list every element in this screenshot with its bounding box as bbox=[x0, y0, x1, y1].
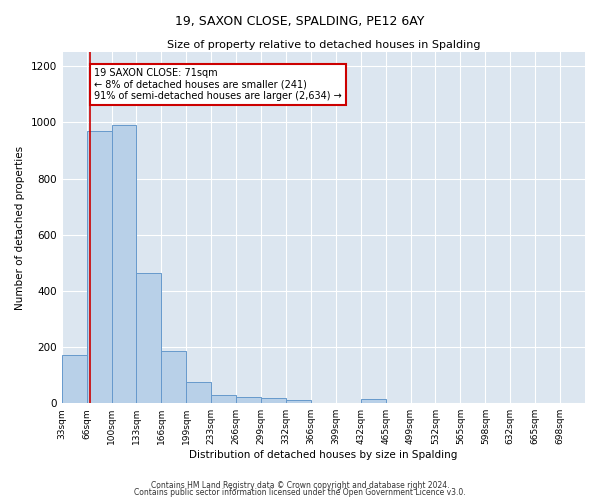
X-axis label: Distribution of detached houses by size in Spalding: Distribution of detached houses by size … bbox=[189, 450, 458, 460]
Bar bbox=[286, 400, 311, 403]
Bar bbox=[62, 356, 86, 403]
Title: Size of property relative to detached houses in Spalding: Size of property relative to detached ho… bbox=[167, 40, 480, 50]
Bar bbox=[211, 396, 236, 403]
Bar bbox=[112, 125, 136, 403]
Text: Contains HM Land Registry data © Crown copyright and database right 2024.: Contains HM Land Registry data © Crown c… bbox=[151, 480, 449, 490]
Bar bbox=[136, 272, 161, 403]
Bar bbox=[261, 398, 286, 403]
Bar bbox=[161, 352, 186, 403]
Bar bbox=[186, 382, 211, 403]
Bar bbox=[86, 131, 112, 403]
Bar bbox=[361, 399, 386, 403]
Text: Contains public sector information licensed under the Open Government Licence v3: Contains public sector information licen… bbox=[134, 488, 466, 497]
Text: 19, SAXON CLOSE, SPALDING, PE12 6AY: 19, SAXON CLOSE, SPALDING, PE12 6AY bbox=[175, 15, 425, 28]
Bar bbox=[236, 397, 261, 403]
Y-axis label: Number of detached properties: Number of detached properties bbox=[15, 146, 25, 310]
Text: 19 SAXON CLOSE: 71sqm
← 8% of detached houses are smaller (241)
91% of semi-deta: 19 SAXON CLOSE: 71sqm ← 8% of detached h… bbox=[94, 68, 342, 101]
